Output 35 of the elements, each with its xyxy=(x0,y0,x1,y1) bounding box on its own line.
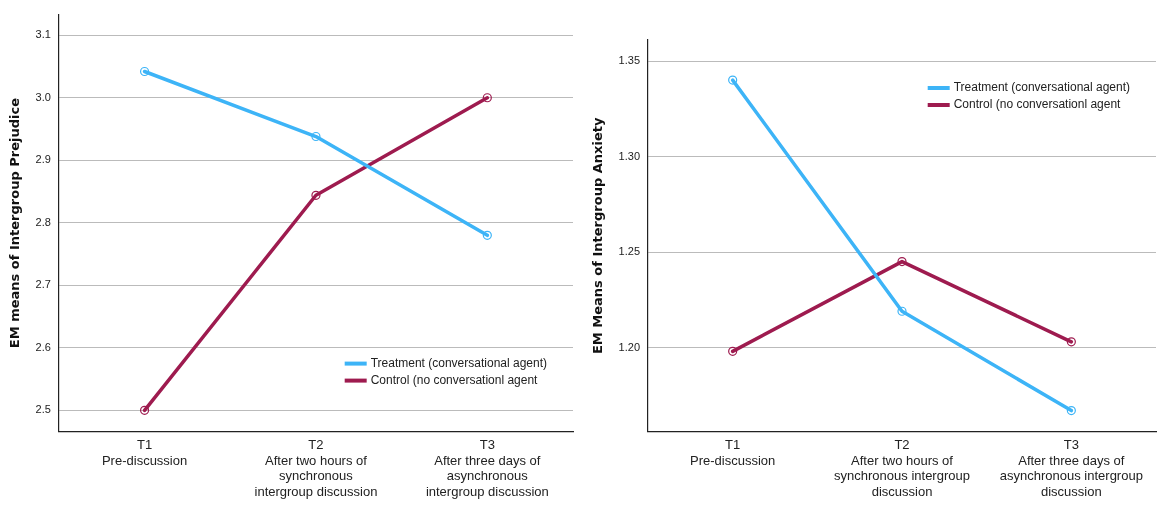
x-tick-label: T3 After three days of asynchronous intergroup discussion xyxy=(999,436,1143,499)
point xyxy=(139,405,150,415)
y-tick-label: 2.5 xyxy=(35,403,51,416)
y-tick-label: 1.25 xyxy=(618,245,641,258)
point xyxy=(311,131,321,142)
point xyxy=(1066,337,1076,347)
point xyxy=(482,230,492,240)
legend-label: Treatment (conversational agent) xyxy=(953,80,1130,95)
y-axis-title: EM means of Intergroup Prejudice xyxy=(7,97,23,349)
point xyxy=(728,75,738,85)
point xyxy=(897,256,907,267)
x-tick-label: T3 After three days of asynchronous intergroup discussion xyxy=(425,436,549,499)
x-tick-label: T1 Pre-discussion xyxy=(101,436,188,468)
point xyxy=(482,93,492,103)
point xyxy=(311,190,321,200)
y-tick-label: 2.9 xyxy=(35,153,51,166)
y-tick-label: 2.8 xyxy=(35,215,51,228)
point xyxy=(728,346,738,356)
point xyxy=(139,66,150,77)
legend-label: Control (no conversationl agent xyxy=(370,372,539,387)
y-tick-label: 3.0 xyxy=(35,90,51,103)
y-tick-label: 1.20 xyxy=(618,340,641,353)
x-tick-label: T2 After two hours of synchronous intergroup discussion xyxy=(834,436,970,499)
y-tick-label: 3.1 xyxy=(35,28,51,41)
y-tick-label: 1.35 xyxy=(618,54,641,67)
y-tick-label: 2.7 xyxy=(35,278,51,291)
point xyxy=(1066,405,1076,416)
x-tick-label: T1 Pre-discussion xyxy=(690,436,776,468)
legend-label: Control (no conversationl agent xyxy=(953,97,1122,112)
x-tick-label: T2 After two hours of synchronous intergroup discussion xyxy=(254,436,378,499)
y-tick-label: 2.6 xyxy=(35,340,51,353)
y-tick-label: 1.30 xyxy=(618,149,641,162)
y-axis-title: EM Means of Intergroup Anxiety xyxy=(590,117,606,355)
point xyxy=(897,306,907,316)
legend-label: Treatment (conversational agent) xyxy=(370,355,547,370)
